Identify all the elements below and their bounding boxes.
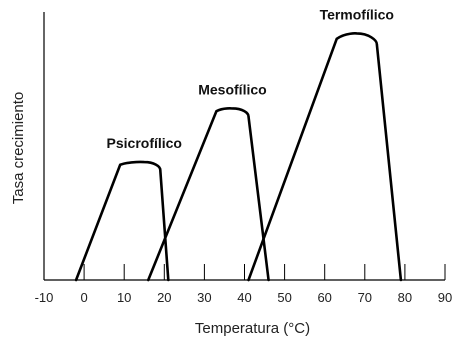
x-tick-label: -10 — [35, 290, 54, 305]
series-curve-3 — [247, 32, 403, 282]
x-tick-label: 0 — [80, 290, 87, 305]
series-labels: Psicrofílico Mesofílico Termofílico — [107, 6, 394, 151]
x-tick-label: 50 — [277, 290, 291, 305]
x-tick-label: 80 — [398, 290, 412, 305]
x-tick-label: 60 — [317, 290, 331, 305]
x-tick-label: 20 — [157, 290, 171, 305]
x-tick-label: 70 — [358, 290, 372, 305]
x-ticks: -10 0 10 20 30 40 50 60 70 80 90 — [35, 264, 452, 305]
x-tick-label: 40 — [237, 290, 251, 305]
series-label-2: Mesofílico — [198, 81, 266, 97]
axes — [43, 12, 445, 281]
series-curve-1 — [74, 160, 170, 282]
series-curves — [74, 32, 403, 282]
x-tick-label: 90 — [438, 290, 452, 305]
y-axis-title: Tasa crecimiento — [10, 92, 27, 205]
x-axis-title: Temperatura (°C) — [195, 320, 310, 337]
x-tick-label: 10 — [117, 290, 131, 305]
series-label-3: Termofílico — [320, 6, 394, 22]
x-tick-label: 30 — [197, 290, 211, 305]
series-curve-2 — [146, 107, 270, 282]
series-label-1: Psicrofílico — [107, 135, 182, 151]
